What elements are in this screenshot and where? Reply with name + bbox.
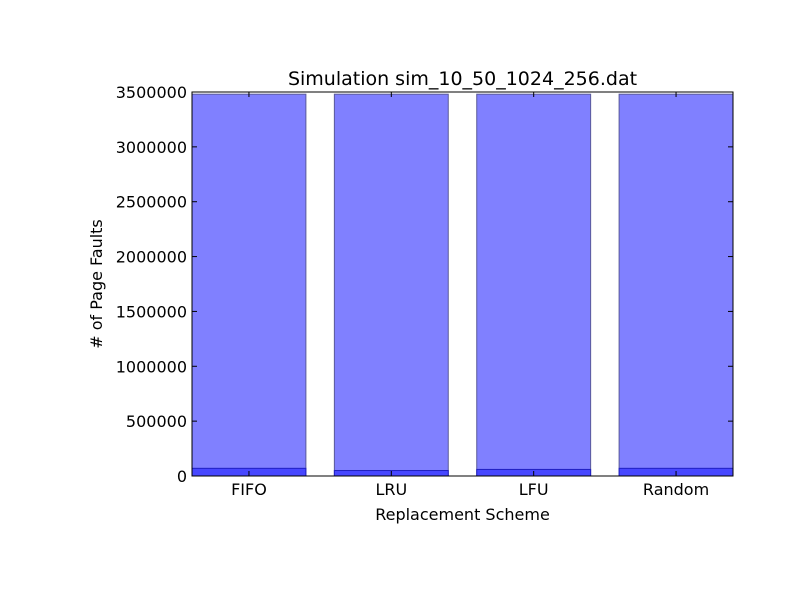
bar-lru-series-0: [333, 93, 449, 477]
y-tick-label: 3000000: [116, 138, 187, 157]
y-tick-label: 500000: [126, 412, 187, 431]
y-tick-label: 1000000: [116, 357, 187, 376]
bars-layer: [191, 93, 734, 477]
y-tick-label: 1500000: [116, 302, 187, 321]
bar-lfu-series-0: [476, 93, 592, 477]
ticks-layer: FIFO LRU LFU Random 0 500000 1000000 1500000 200…: [116, 83, 733, 499]
chart-title: Simulation sim_10_50_1024_256.dat: [288, 68, 637, 90]
x-tick-label: Random: [643, 480, 709, 499]
y-axis-title: # of Page Faults: [87, 219, 106, 349]
x-axis-title: Replacement Scheme: [375, 505, 550, 524]
y-tick-label: 3500000: [116, 83, 187, 102]
x-tick-label: LRU: [375, 480, 407, 499]
y-tick-label: 0: [177, 467, 187, 486]
y-tick-label: 2500000: [116, 193, 187, 212]
bar-fifo-series-0: [191, 93, 307, 477]
plot-frame: [191, 91, 734, 477]
bar-random-series-0: [618, 93, 734, 477]
x-tick-label: LFU: [519, 480, 549, 499]
x-tick-label: FIFO: [231, 480, 267, 499]
y-tick-label: 2000000: [116, 248, 187, 267]
